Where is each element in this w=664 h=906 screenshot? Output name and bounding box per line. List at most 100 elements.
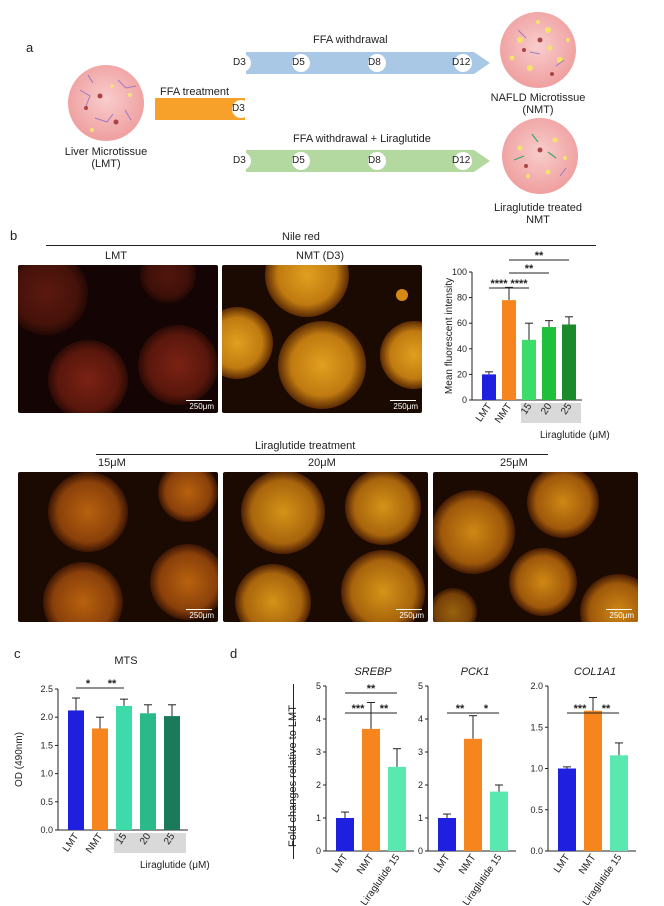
group-band bbox=[521, 403, 581, 423]
day-markers-bottom bbox=[233, 152, 472, 170]
y-tick-label: 20 bbox=[457, 369, 467, 379]
y-tick-label: 1.0 bbox=[40, 769, 53, 779]
y-tick-label: 2 bbox=[316, 780, 321, 790]
panel-d-letter: d bbox=[230, 646, 238, 661]
y-tick-label: 2.5 bbox=[40, 684, 53, 694]
group-label: Liraglutide (μM) bbox=[540, 430, 610, 441]
significance-label: ** bbox=[108, 678, 117, 690]
y-tick-label: 3 bbox=[418, 747, 423, 757]
scale-bar-label: 250μm bbox=[609, 611, 634, 620]
microscopy-image-lmt: 250μm bbox=[18, 265, 218, 413]
bar bbox=[438, 818, 456, 851]
y-tick-label: 0.5 bbox=[530, 805, 543, 815]
y-tick-label: 5 bbox=[418, 681, 423, 691]
bar bbox=[464, 738, 482, 851]
y-tick-label: 3 bbox=[316, 747, 321, 757]
y-tick-label: 80 bbox=[457, 293, 467, 303]
category-label: LMT bbox=[474, 401, 494, 424]
y-tick-label: 100 bbox=[452, 267, 467, 277]
dose-label-15: 15μM bbox=[98, 457, 126, 469]
y-tick-label: 0 bbox=[462, 395, 467, 405]
scale-bar-label: 250μm bbox=[393, 402, 418, 411]
chart-title: MTS bbox=[114, 655, 137, 667]
significance-label: ** bbox=[456, 703, 465, 715]
significance-label: ** bbox=[367, 683, 376, 695]
bar bbox=[502, 300, 516, 400]
y-tick-label: 1.0 bbox=[530, 764, 543, 774]
bar bbox=[482, 374, 496, 400]
panel-c-letter: c bbox=[14, 646, 21, 661]
category-label: NMT bbox=[457, 852, 478, 876]
bar bbox=[490, 791, 508, 851]
significance-label: * bbox=[484, 703, 489, 715]
liraglutide-treated-label: Liraglutide treated NMT bbox=[493, 202, 583, 226]
ffa-treatment-label: FFA treatment bbox=[160, 86, 230, 98]
significance-label: **** bbox=[490, 278, 508, 290]
significance-label: * bbox=[86, 678, 91, 690]
microscopy-image-nmt: 250μm bbox=[222, 265, 422, 413]
y-tick-label: 1.5 bbox=[530, 722, 543, 732]
y-axis-label: OD (490nm) bbox=[14, 732, 25, 787]
day-label: D12 bbox=[452, 155, 471, 166]
y-tick-label: 60 bbox=[457, 318, 467, 328]
category-label: LMT bbox=[552, 852, 572, 875]
panel-d-ylabel-line bbox=[293, 684, 294, 859]
bar bbox=[336, 818, 354, 851]
y-axis-label: Mean fluorescent intensity bbox=[444, 278, 455, 394]
day-label: D8 bbox=[368, 57, 381, 68]
y-tick-label: 40 bbox=[457, 344, 467, 354]
y-tick-label: 2 bbox=[418, 780, 423, 790]
group-band bbox=[114, 833, 186, 853]
dose-label-25: 25μM bbox=[500, 457, 528, 469]
bar bbox=[542, 327, 556, 400]
category-label: NMT bbox=[493, 401, 514, 425]
category-label: NMT bbox=[84, 831, 105, 855]
chart-title: PCK1 bbox=[461, 666, 490, 678]
chart-title: COL1A1 bbox=[574, 666, 616, 678]
bar bbox=[562, 324, 576, 400]
bar bbox=[140, 713, 156, 830]
significance-label: ** bbox=[525, 263, 534, 275]
bar bbox=[164, 716, 180, 830]
scale-bar-label: 250μm bbox=[189, 611, 214, 620]
day-label: D5 bbox=[292, 57, 305, 68]
y-tick-label: 0 bbox=[316, 846, 321, 856]
liver-microtissue-label: Liver Microtissue (LMT) bbox=[64, 146, 148, 170]
y-tick-label: 0.5 bbox=[40, 797, 53, 807]
panel-b-letter: b bbox=[10, 228, 18, 243]
significance-label: ** bbox=[380, 703, 389, 715]
treatment-day-label: D3 bbox=[232, 103, 245, 114]
nmt-image-label: NMT (D3) bbox=[296, 250, 345, 262]
significance-label: ** bbox=[535, 250, 544, 262]
bar bbox=[362, 728, 380, 851]
category-label: NMT bbox=[355, 852, 376, 876]
chart-title: SREBP bbox=[354, 666, 392, 678]
chart-c-mts: MTS 0.0 0.5 1.0 1.5 2.0 2.5 OD (490nm) Liragluti… bbox=[14, 655, 210, 871]
bar bbox=[68, 710, 84, 830]
panel-a-schematic bbox=[68, 12, 578, 194]
y-tick-label: 1.5 bbox=[40, 740, 53, 750]
day-label: D12 bbox=[452, 57, 471, 68]
microscopy-image-lira-15: 250μm bbox=[18, 472, 218, 622]
y-tick-label: 2.0 bbox=[530, 681, 543, 691]
y-tick-label: 4 bbox=[316, 714, 321, 724]
category-label: NMT bbox=[577, 852, 598, 876]
nafld-microtissue-label: NAFLD Microtissue (NMT) bbox=[490, 92, 586, 116]
y-tick-label: 0 bbox=[418, 846, 423, 856]
significance-label: ** bbox=[602, 703, 611, 715]
day-label: D8 bbox=[368, 155, 381, 166]
bar bbox=[584, 710, 602, 851]
liraglutide-treatment-bracket bbox=[96, 454, 548, 455]
ffa-withdrawal-liraglutide-label: FFA withdrawal + Liraglutide bbox=[293, 133, 431, 145]
category-label: LMT bbox=[330, 852, 350, 875]
day-label: D3 bbox=[233, 155, 246, 166]
significance-label: *** bbox=[574, 703, 588, 715]
bar bbox=[388, 766, 406, 851]
y-tick-label: 0.0 bbox=[40, 825, 53, 835]
ffa-treatment-bar bbox=[155, 98, 245, 120]
liver-microtissue-icon bbox=[68, 65, 144, 141]
group-label: Liraglutide (μM) bbox=[140, 860, 210, 871]
nile-red-bracket bbox=[46, 245, 596, 246]
